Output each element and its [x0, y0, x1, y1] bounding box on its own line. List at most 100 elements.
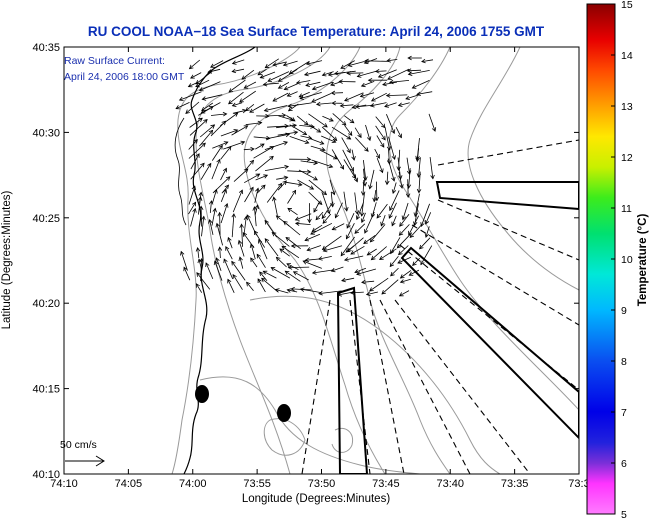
current-vector — [311, 93, 332, 103]
current-vector — [396, 149, 401, 171]
current-vector — [231, 213, 236, 238]
current-vector — [288, 61, 310, 75]
current-vector — [266, 112, 287, 118]
current-vector — [277, 130, 299, 136]
current-vector — [331, 223, 345, 231]
current-vector — [308, 113, 328, 128]
current-vector — [190, 153, 200, 170]
current-vector — [397, 102, 410, 107]
current-vector — [188, 59, 201, 70]
current-vector — [429, 157, 435, 180]
x-tick-label: 74:00 — [179, 478, 207, 490]
current-vector — [272, 196, 278, 216]
current-vector — [289, 136, 310, 144]
current-vector — [389, 255, 399, 268]
current-vector — [286, 181, 303, 187]
current-vector — [286, 263, 299, 271]
current-vector — [231, 59, 245, 65]
current-vector — [286, 91, 298, 97]
current-vector — [264, 238, 279, 257]
current-vector — [364, 211, 375, 234]
current-vector — [188, 138, 198, 150]
current-vector — [246, 281, 254, 291]
current-vector — [228, 91, 244, 105]
current-vector — [354, 223, 366, 234]
coastline — [183, 47, 256, 474]
current-vector — [388, 136, 396, 160]
current-vector — [370, 246, 387, 261]
current-vector — [376, 157, 384, 174]
current-vector — [199, 129, 214, 147]
current-vector — [374, 148, 380, 159]
current-vector — [376, 203, 388, 219]
current-vector — [369, 277, 389, 292]
current-vector — [338, 79, 356, 84]
current-vector — [382, 81, 398, 87]
current-vector — [366, 248, 377, 256]
current-vector — [233, 168, 249, 182]
current-vector — [344, 115, 355, 124]
current-vector — [386, 58, 398, 63]
current-vector — [220, 145, 232, 160]
current-vector — [237, 239, 245, 257]
current-vector — [256, 184, 266, 194]
colorbar-tick-label: 12 — [621, 152, 633, 164]
colorbar-tick-label: 8 — [621, 356, 627, 368]
current-vector — [408, 215, 420, 236]
annotation-line-1: Raw Surface Current: — [64, 55, 165, 67]
current-vector — [405, 94, 420, 100]
current-vector — [299, 92, 322, 100]
current-vector — [390, 267, 399, 277]
current-vector — [424, 226, 430, 238]
current-vector — [322, 245, 343, 253]
current-vector — [350, 245, 365, 255]
current-vector — [287, 189, 297, 204]
current-vector — [241, 69, 255, 80]
current-vector — [315, 101, 332, 107]
bathymetry-contours — [171, 47, 579, 474]
y-tick-label: 40:25 — [32, 213, 60, 225]
current-vector — [287, 265, 310, 270]
current-vector — [271, 231, 290, 247]
current-vector — [391, 182, 397, 194]
current-vector — [195, 283, 203, 293]
current-vector — [308, 179, 328, 196]
x-axis: 74:10 74:05 74:00 73:55 73:50 73:45 73:40 73:35… — [50, 47, 590, 490]
current-vector — [287, 169, 312, 175]
current-vector — [331, 100, 343, 106]
current-vector — [300, 160, 319, 166]
current-vector — [183, 266, 191, 281]
current-vector — [245, 120, 263, 126]
current-vector — [277, 82, 290, 89]
current-vector — [199, 124, 216, 138]
current-vector — [378, 248, 397, 260]
current-vector — [345, 223, 355, 240]
current-vector — [380, 214, 386, 227]
current-vector — [299, 287, 322, 293]
current-vector — [259, 71, 276, 79]
current-vector — [339, 103, 354, 108]
x-tick-label: 73:40 — [436, 478, 464, 490]
annotation-line-2: April 24, 2006 18:00 GMT — [64, 71, 185, 83]
current-vector — [420, 245, 433, 266]
current-vector — [321, 135, 337, 143]
current-vector — [305, 81, 321, 87]
current-vector — [220, 188, 227, 202]
current-vector — [330, 90, 344, 96]
current-vector — [262, 81, 279, 87]
current-vector — [310, 222, 333, 235]
current-vector — [189, 117, 203, 128]
current-vector — [259, 271, 268, 281]
current-vector — [356, 268, 377, 276]
current-vector — [388, 79, 410, 85]
current-vector — [250, 257, 258, 268]
current-vector — [249, 103, 265, 113]
current-vector — [266, 182, 283, 203]
colorbar-tick-label: 10 — [621, 254, 633, 266]
current-vector — [340, 236, 355, 257]
x-tick-label: 73:45 — [372, 478, 400, 490]
current-vector — [364, 58, 389, 64]
current-vector — [398, 224, 410, 236]
y-tick-label: 40:30 — [32, 127, 60, 139]
current-vector — [252, 206, 257, 227]
